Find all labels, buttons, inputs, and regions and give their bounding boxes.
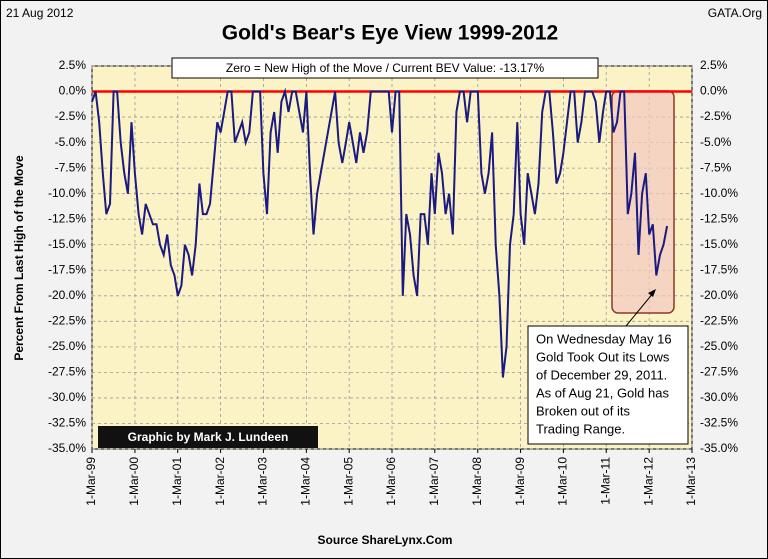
- y2-tick-label: -32.5%: [700, 416, 738, 430]
- site-label: GATA.Org: [708, 6, 762, 20]
- y2-tick-label: -20.0%: [700, 288, 738, 302]
- chart-title: Gold's Bear's Eye View 1999-2012: [222, 22, 558, 45]
- x-tick-label: 1-Mar-02: [213, 457, 227, 506]
- credit-box: [98, 426, 318, 448]
- y-axis-label: Percent From Last High of the Move: [12, 155, 26, 361]
- y2-tick-label: -10.0%: [700, 186, 738, 200]
- y-tick-label: -27.5%: [48, 365, 86, 379]
- annotation-line: Broken out of its: [536, 403, 630, 418]
- data-line: [91, 87, 669, 378]
- x-tick-label: 1-Mar-07: [427, 457, 441, 506]
- x-tick-label: 1-Mar-99: [84, 457, 98, 506]
- x-tick-label: 1-Mar-10: [556, 457, 570, 506]
- x-tick-label: 1-Mar-06: [384, 457, 398, 506]
- y2-tick-label: 0.0%: [700, 84, 728, 98]
- x-tick-label: 1-Mar-12: [641, 457, 655, 506]
- x-tick-label: 1-Mar-01: [170, 457, 184, 506]
- y2-tick-label: -35.0%: [700, 441, 738, 455]
- x-tick-label: 1-Mar-11: [598, 457, 612, 505]
- y-tick-label: -5.0%: [55, 135, 87, 149]
- annotation-line: Gold Took Out its Lows: [536, 349, 670, 364]
- y-tick-label: 0.0%: [59, 84, 87, 98]
- arrow-head: [648, 289, 656, 297]
- x-tick-label: 1-Mar-03: [256, 457, 270, 506]
- annotation-line: Trading Range.: [536, 421, 625, 436]
- y-tick-label: -7.5%: [55, 160, 87, 174]
- annotation-line: On Wednesday May 16: [536, 331, 672, 346]
- y-tick-label: -17.5%: [48, 262, 86, 276]
- y-tick-label: -12.5%: [48, 211, 86, 225]
- highlight-box: [611, 90, 675, 314]
- y2-tick-label: -5.0%: [700, 135, 732, 149]
- y-tick-label: -15.0%: [48, 237, 86, 251]
- x-tick-label: 1-Mar-04: [299, 457, 313, 506]
- y2-tick-label: -27.5%: [700, 365, 738, 379]
- y-tick-label: -22.5%: [48, 314, 86, 328]
- y2-tick-label: -25.0%: [700, 339, 738, 353]
- y-tick-label: -10.0%: [48, 186, 86, 200]
- y-tick-label: -25.0%: [48, 339, 86, 353]
- y-tick-label: -32.5%: [48, 416, 86, 430]
- y2-tick-label: -17.5%: [700, 262, 738, 276]
- y2-tick-label: -12.5%: [700, 211, 738, 225]
- annotation-line: of December 29, 2011.: [536, 367, 667, 382]
- x-tick-label: 1-Mar-00: [127, 457, 141, 506]
- y2-tick-label: -30.0%: [700, 390, 738, 404]
- annotation-line: As of Aug 21, Gold has: [536, 385, 669, 400]
- y-tick-label: -20.0%: [48, 288, 86, 302]
- y2-tick-label: -22.5%: [700, 314, 738, 328]
- y2-tick-label: 2.5%: [700, 58, 728, 72]
- x-tick-label: 1-Mar-09: [513, 457, 527, 506]
- x-tick-label: 1-Mar-05: [341, 457, 355, 506]
- y-tick-label: 2.5%: [59, 58, 87, 72]
- date-label: 21 Aug 2012: [6, 6, 74, 20]
- subtitle-box: [171, 57, 599, 79]
- y-tick-label: -2.5%: [55, 109, 87, 123]
- y2-tick-label: -15.0%: [700, 237, 738, 251]
- arrow: [625, 291, 655, 327]
- annotation-box: [527, 325, 689, 445]
- y2-tick-label: -2.5%: [700, 109, 732, 123]
- y-tick-label: -30.0%: [48, 390, 86, 404]
- x-tick-label: 1-Mar-13: [684, 457, 698, 506]
- y-tick-label: -35.0%: [48, 441, 86, 455]
- x-tick-label: 1-Mar-08: [470, 457, 484, 506]
- credit: Graphic by Mark J. Lundeen: [128, 430, 289, 444]
- y2-tick-label: -7.5%: [700, 160, 732, 174]
- subtitle: Zero = New High of the Move / Current BE…: [226, 61, 545, 75]
- source: Source ShareLynx.Com: [318, 533, 453, 547]
